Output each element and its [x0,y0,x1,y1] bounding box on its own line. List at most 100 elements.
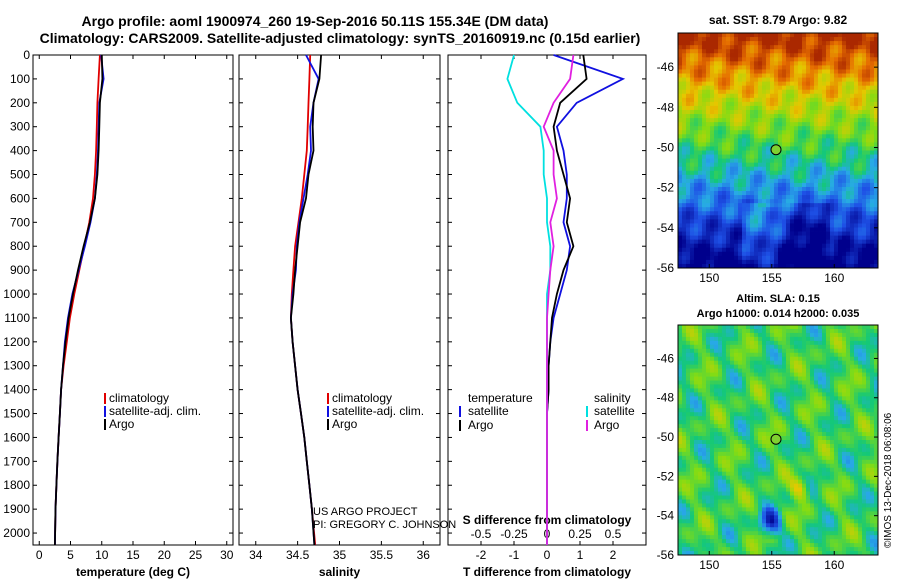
map-cell [706,420,710,424]
map-cell [822,353,826,357]
map-cell [830,159,834,163]
map-cell [702,98,706,102]
map-cell [858,456,862,460]
map-cell [742,232,746,236]
map-cell [774,381,778,385]
map-cell [822,337,826,341]
map-cell [802,142,806,146]
map-cell [710,146,714,150]
map-cell [770,424,774,428]
map-cell [834,134,838,138]
map-cell [746,353,750,357]
map-cell [846,211,850,215]
map-cell [762,349,766,353]
map-cell [862,357,866,361]
map-cell [718,49,722,53]
map-cell [822,341,826,345]
map-cell [702,444,706,448]
map-cell [810,219,814,223]
map-cell [854,456,858,460]
map-cell [810,155,814,159]
map-cell [766,65,770,69]
map-cell [738,211,742,215]
map-cell [686,155,690,159]
map-cell [818,381,822,385]
map-cell [730,325,734,329]
map-cell [866,199,870,203]
depth-tick-label: 1200 [3,335,30,349]
map-cell [770,187,774,191]
map-cell [722,53,726,57]
map-cell [710,195,714,199]
map-cell [774,412,778,416]
map-cell [742,244,746,248]
map-cell [678,215,682,219]
map-cell [790,349,794,353]
map-cell [790,183,794,187]
map-cell [726,110,730,114]
map-cell [706,171,710,175]
map-cell [810,41,814,45]
map-cell [830,61,834,65]
map-cell [742,211,746,215]
map-cell [678,357,682,361]
map-cell [778,381,782,385]
map-cell [682,428,686,432]
map-cell [766,179,770,183]
map-cell [738,448,742,452]
map-cell [710,33,714,37]
map-cell [790,37,794,41]
map-cell [810,412,814,416]
map-cell [834,444,838,448]
map-cell [798,57,802,61]
map-cell [738,424,742,428]
map-cell [830,114,834,118]
map-cell [762,384,766,388]
map-cell [798,102,802,106]
map-cell [678,236,682,240]
map-cell [826,456,830,460]
map-cell [782,122,786,126]
map-cell [858,86,862,90]
map-cell [766,57,770,61]
map-cell [754,341,758,345]
map-cell [762,53,766,57]
map-cell [702,207,706,211]
map-cell [822,464,826,468]
map-cell [850,130,854,134]
map-cell [698,155,702,159]
map-cell [770,381,774,385]
map-cell [870,171,874,175]
map-cell [838,37,842,41]
map-cell [690,384,694,388]
map-cell [842,151,846,155]
map-cell [810,106,814,110]
map-cell [682,436,686,440]
map-cell [706,219,710,223]
map-cell [862,90,866,94]
map-cell [866,325,870,329]
map-cell [746,49,750,53]
map-cell [866,57,870,61]
map-cell [834,404,838,408]
map-cell [830,199,834,203]
map-cell [862,420,866,424]
map-cell [786,167,790,171]
map-cell [754,219,758,223]
map-cell [726,400,730,404]
map-cell [754,98,758,102]
map-cell [726,337,730,341]
map-cell [790,155,794,159]
map-cell [818,329,822,333]
map-cell [726,428,730,432]
map-cell [682,187,686,191]
map-cell [786,341,790,345]
map-cell [758,203,762,207]
map-cell [854,171,858,175]
map-cell [854,207,858,211]
map-cell [738,175,742,179]
map-cell [726,155,730,159]
map-cell [694,353,698,357]
map-cell [738,126,742,130]
